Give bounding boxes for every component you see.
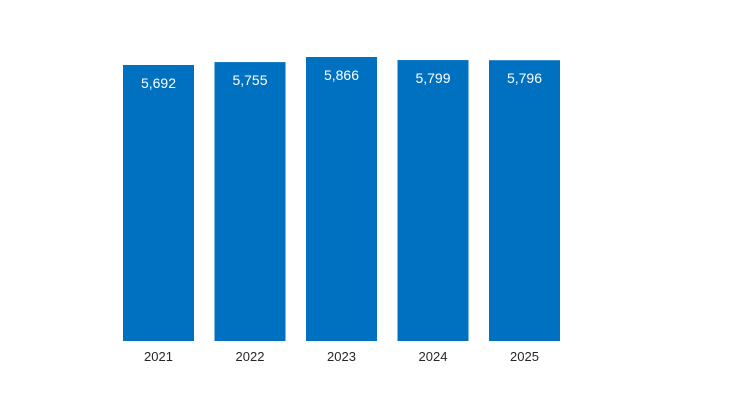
data-label-2025: 5,796 bbox=[507, 70, 542, 86]
x-tick-label-2025: 2025 bbox=[510, 349, 539, 364]
x-tick-label-2024: 2024 bbox=[419, 349, 448, 364]
bar-2025 bbox=[489, 60, 560, 342]
x-tick-label-2022: 2022 bbox=[236, 349, 265, 364]
data-label-2024: 5,799 bbox=[415, 70, 450, 86]
value-labels-group: 5,692 5,755 5,866 5,799 5,796 bbox=[141, 67, 542, 91]
x-tick-label-2021: 2021 bbox=[144, 349, 173, 364]
bar-2022 bbox=[214, 62, 286, 341]
bar-2024 bbox=[397, 60, 469, 342]
bar-2021 bbox=[123, 65, 194, 341]
data-label-2023: 5,866 bbox=[324, 67, 359, 83]
bar-2023 bbox=[306, 57, 377, 341]
data-label-2022: 5,755 bbox=[232, 72, 267, 88]
x-axis-tick-labels: 2021 2022 2023 2024 2025 bbox=[144, 349, 539, 364]
data-label-2021: 5,692 bbox=[141, 75, 176, 91]
x-tick-label-2023: 2023 bbox=[327, 349, 356, 364]
bars-group bbox=[123, 57, 560, 342]
